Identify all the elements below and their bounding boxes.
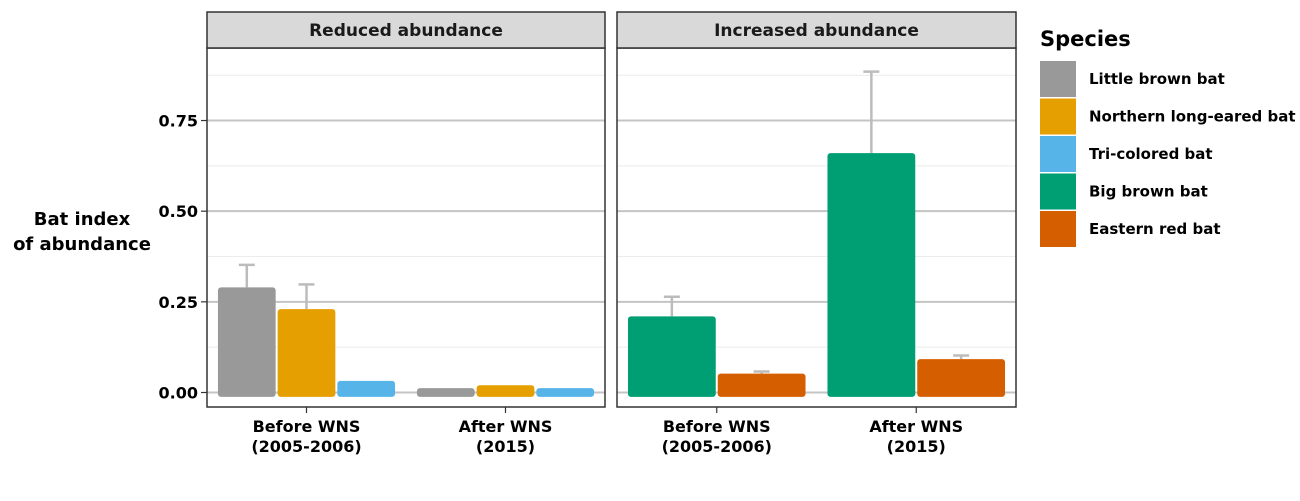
- legend-label: Northern long-eared bat: [1089, 108, 1296, 126]
- legend-swatch: [1040, 98, 1076, 135]
- bar: [217, 287, 276, 397]
- facet-strip: [616, 11, 1017, 49]
- facet-strip-title: Increased abundance: [714, 21, 919, 41]
- legend-swatch: [1040, 211, 1076, 247]
- x-tick-label: After WNS: [869, 417, 963, 436]
- legend-label: Big brown bat: [1089, 183, 1208, 201]
- x-tick-label: After WNS: [459, 417, 553, 436]
- bar: [536, 388, 595, 397]
- y-axis-label-line1: Bat index: [34, 209, 131, 230]
- bar: [717, 373, 806, 397]
- legend-swatch: [1040, 173, 1076, 210]
- legend-entry: Little brown bat: [1040, 61, 1225, 97]
- legend-title: Species: [1040, 27, 1131, 51]
- x-tick-label: (2015): [887, 437, 946, 456]
- facet-strip: [206, 11, 606, 49]
- y-tick-label: 0.25: [159, 293, 198, 312]
- x-tick-label: (2005-2006): [251, 437, 361, 456]
- legend-swatch: [1040, 136, 1076, 172]
- y-tick-label: 0.00: [159, 383, 198, 402]
- y-tick-label: 0.50: [159, 202, 198, 221]
- legend-label: Tri-colored bat: [1089, 145, 1213, 163]
- bar: [416, 388, 475, 397]
- bar: [337, 380, 396, 397]
- panels: Before WNS(2005-2006)After WNS(2015)Redu…: [206, 11, 1017, 456]
- x-tick-label: (2015): [476, 437, 535, 456]
- legend-entry: Northern long-eared bat: [1040, 98, 1296, 135]
- x-tick-label: Before WNS: [663, 417, 771, 436]
- y-axis-label-line2: of abundance: [13, 234, 151, 255]
- legend-entries: Little brown bat Northern long-eared bat T…: [1040, 61, 1296, 247]
- facet-strip-title: Reduced abundance: [309, 21, 503, 41]
- y-tick-label: 0.75: [159, 112, 198, 131]
- legend-entry: Big brown bat: [1040, 173, 1208, 210]
- legend-label: Eastern red bat: [1089, 220, 1221, 238]
- bar: [917, 359, 1006, 397]
- bar: [476, 385, 535, 397]
- x-tick-label: Before WNS: [253, 417, 361, 436]
- legend: Species Little brown bat Northern long-ea…: [1040, 27, 1296, 247]
- legend-label: Little brown bat: [1089, 70, 1225, 88]
- panel-1: Before WNS(2005-2006) After WNS(2015) Redu…: [206, 11, 606, 456]
- legend-swatch: [1040, 61, 1076, 97]
- x-tick-label: (2005-2006): [662, 437, 772, 456]
- panel-2: Before WNS(2005-2006) After WNS(2015) Incr…: [616, 11, 1017, 456]
- y-tick-labels: 0.00 0.25 0.50 0.75: [159, 112, 207, 402]
- legend-entry: Tri-colored bat: [1040, 136, 1213, 172]
- legend-entry: Eastern red bat: [1040, 211, 1221, 247]
- bar: [827, 153, 916, 397]
- bar: [627, 316, 716, 397]
- bar: [277, 309, 336, 397]
